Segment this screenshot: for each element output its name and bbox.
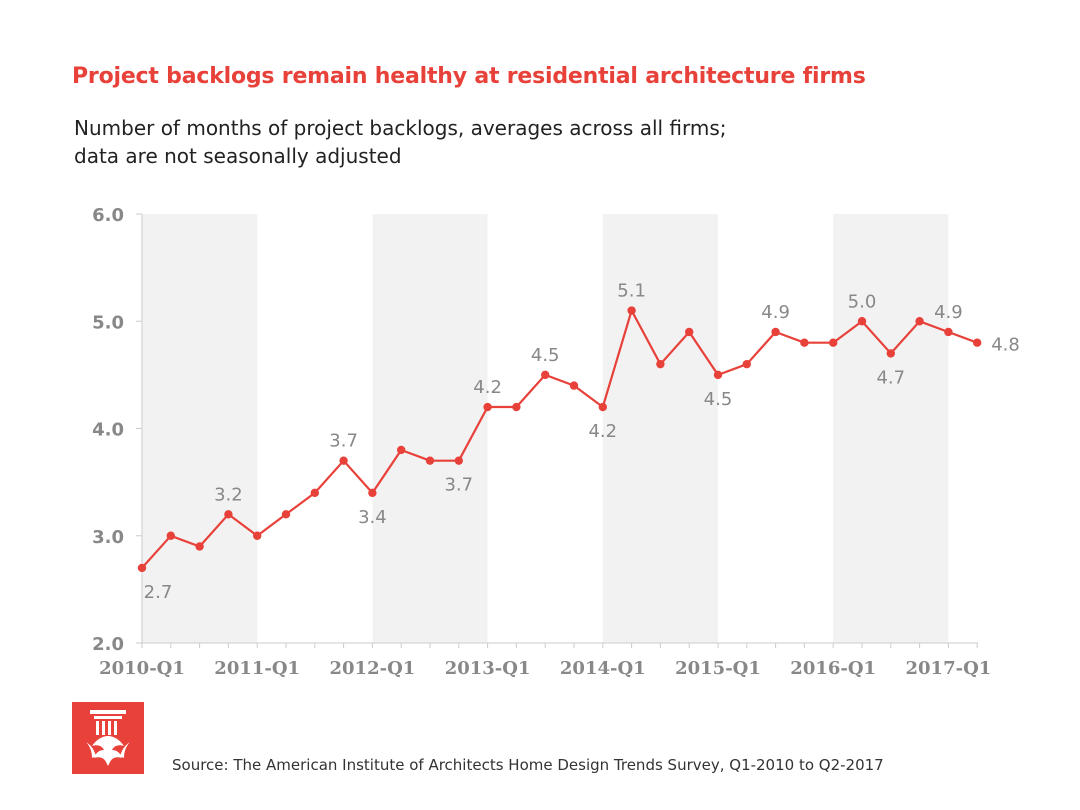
y-tick-label: 2.0 (92, 634, 124, 655)
x-tick-label: 2011-Q1 (214, 658, 300, 679)
data-label: 2.7 (144, 582, 173, 603)
data-point (541, 370, 550, 380)
data-point (627, 306, 636, 315)
chart-axes: 2.0 3.0 4.0 5.0 6.0 2010-Q1 2011-Q1 2012-Q1 2013… (92, 205, 991, 679)
subtitle-line: Number of months of project backlogs, av… (74, 116, 727, 140)
data-point (829, 338, 838, 347)
line-chart: 2.0 3.0 4.0 5.0 6.0 2010-Q1 2011-Q1 2012-Q1 2013… (92, 205, 1020, 679)
data-label: 3.7 (444, 475, 473, 496)
data-point (454, 456, 463, 465)
data-point (195, 542, 204, 551)
data-point (598, 402, 607, 412)
x-tick-label: 2013-Q1 (445, 658, 531, 679)
data-point (915, 317, 924, 326)
data-point (512, 402, 521, 412)
y-tick-label: 5.0 (92, 312, 124, 333)
data-point (656, 359, 665, 369)
source-note: Source: The American Institute of Archit… (172, 756, 884, 774)
data-labels: 2.7 3.2 3.7 3.4 3.7 4.2 4.5 4.2 5.1 4.5 4.9 5.0 4.7 4… (144, 281, 1020, 603)
data-point (771, 327, 780, 337)
data-label: 3.4 (358, 507, 387, 528)
data-point (742, 359, 751, 369)
data-point (973, 338, 982, 347)
year-band-2010 (142, 214, 258, 643)
data-point (137, 563, 147, 573)
data-point (166, 531, 175, 540)
data-point (425, 456, 435, 465)
data-point (368, 488, 377, 498)
x-tick-label: 2012-Q1 (330, 658, 416, 679)
data-point (281, 510, 291, 519)
data-label: 4.9 (934, 302, 963, 323)
x-tick-label: 2014-Q1 (560, 658, 646, 679)
data-label: 4.5 (704, 389, 733, 410)
aia-logo-icon (72, 702, 144, 774)
data-point (310, 488, 319, 498)
chart-title: Project backlogs remain healthy at resid… (72, 64, 866, 89)
year-band-2016 (833, 214, 949, 643)
data-label: 4.2 (473, 377, 502, 398)
y-tick-label: 3.0 (92, 527, 124, 548)
data-point (886, 349, 895, 358)
data-point (713, 370, 723, 380)
x-tick-label: 2010-Q1 (99, 658, 185, 679)
x-tick-label: 2017-Q1 (906, 658, 992, 679)
data-point (857, 317, 867, 326)
data-label: 4.2 (588, 421, 617, 442)
data-label: 3.2 (214, 484, 243, 505)
data-point (685, 327, 694, 337)
data-label: 4.8 (991, 335, 1020, 356)
data-label: 5.1 (617, 281, 646, 302)
data-label: 5.0 (848, 291, 877, 312)
backlog-series (137, 306, 982, 573)
x-tick-label: 2015-Q1 (675, 658, 761, 679)
year-band-2012 (372, 214, 488, 643)
subtitle-line: data are not seasonally adjusted (74, 144, 402, 168)
shaded-year-bands (142, 214, 949, 643)
data-point (800, 338, 809, 347)
data-label: 4.9 (761, 302, 790, 323)
series-line (141, 309, 978, 569)
data-point (944, 327, 953, 337)
data-point (569, 381, 579, 390)
data-point (224, 510, 233, 519)
data-point (253, 531, 262, 540)
data-point (483, 402, 492, 412)
data-point (339, 456, 348, 465)
data-label: 4.5 (531, 345, 560, 366)
y-tick-label: 4.0 (92, 420, 124, 441)
y-tick-label: 6.0 (92, 205, 124, 226)
chart-subtitle: Number of months of project backlogs, av… (74, 114, 834, 170)
year-band-2014 (602, 214, 718, 643)
data-point (397, 445, 406, 455)
data-label: 3.7 (329, 431, 358, 452)
data-label: 4.7 (876, 367, 905, 388)
x-tick-label: 2016-Q1 (790, 658, 876, 679)
